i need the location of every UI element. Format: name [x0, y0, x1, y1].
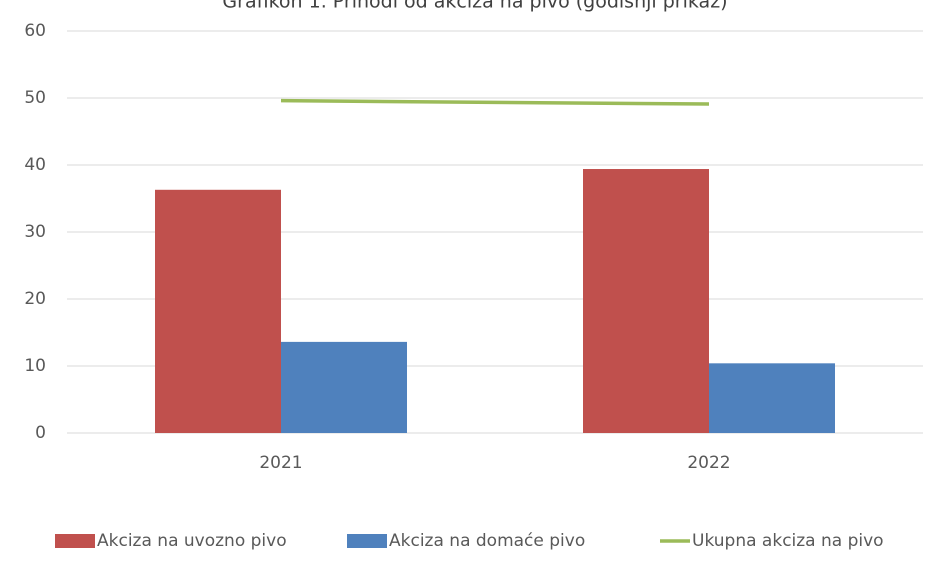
- bar: [155, 189, 281, 433]
- legend-swatch: [55, 534, 95, 548]
- legend-label: Akciza na uvozno pivo: [97, 531, 287, 551]
- legend-label: Akciza na domaće pivo: [389, 531, 585, 551]
- bar: [709, 363, 835, 433]
- y-tick-label: 60: [24, 21, 46, 41]
- bar: [583, 169, 709, 433]
- chart-title: Grafikon 1. Prihodi od akciza na pivo (g…: [222, 0, 727, 13]
- y-tick-label: 0: [35, 423, 46, 443]
- y-tick-label: 10: [24, 356, 46, 376]
- x-tick-label: 2021: [259, 453, 302, 473]
- y-tick-label: 40: [24, 155, 46, 175]
- line-series: [280, 98, 710, 106]
- y-tick-label: 50: [24, 88, 46, 108]
- legend-swatch: [347, 534, 387, 548]
- y-tick-label: 20: [24, 289, 46, 309]
- legend-label: Ukupna akciza na pivo: [692, 531, 884, 551]
- x-tick-label: 2022: [687, 453, 730, 473]
- bar: [281, 341, 407, 433]
- y-tick-label: 30: [24, 222, 46, 242]
